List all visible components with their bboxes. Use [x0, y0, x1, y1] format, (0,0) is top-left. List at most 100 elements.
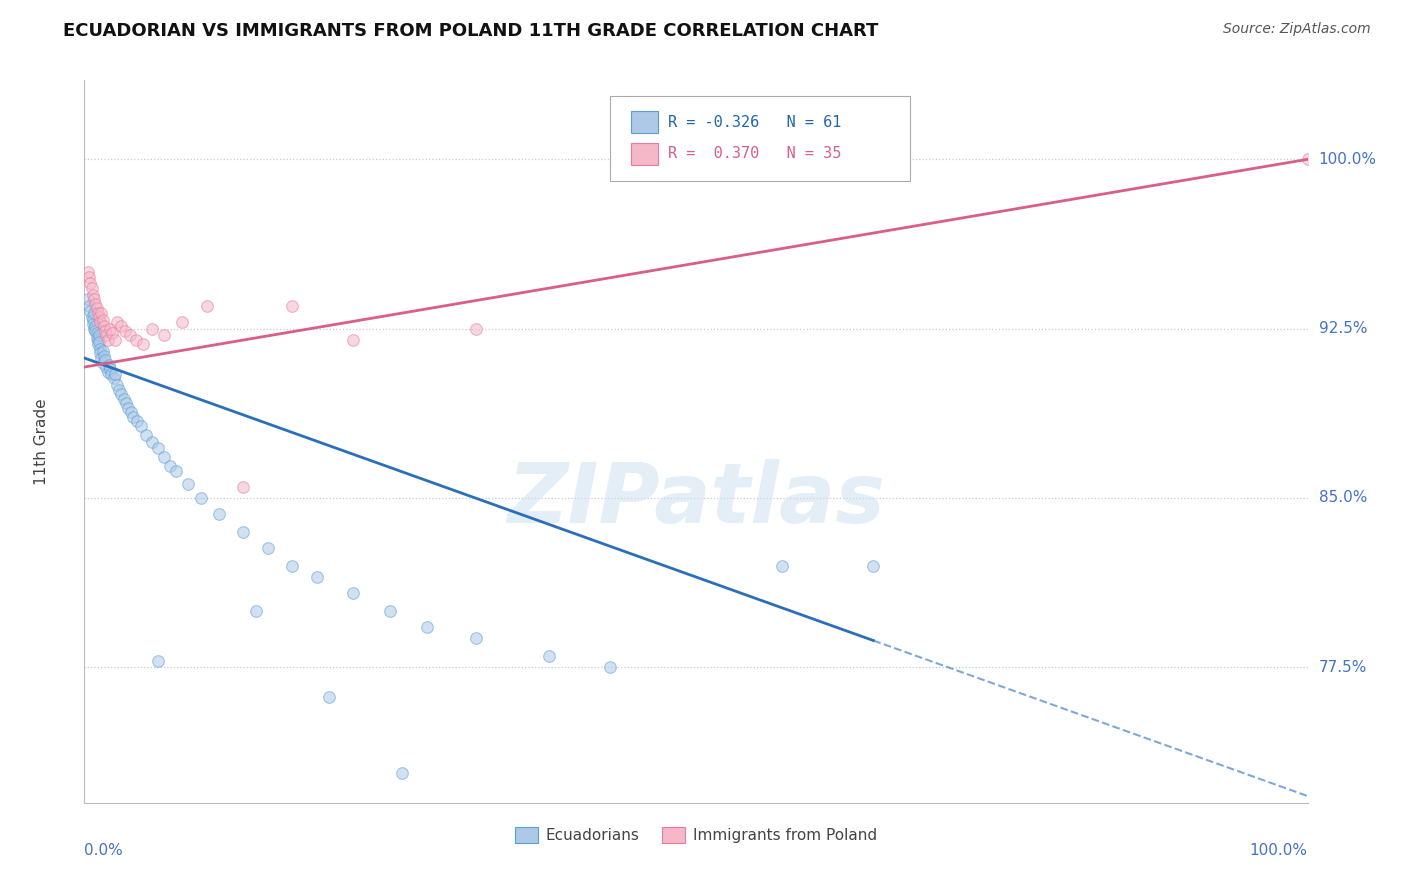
Point: [599, 660, 621, 674]
Point: [190, 491, 212, 505]
Point: [114, 324, 136, 338]
Point: [112, 392, 135, 406]
Point: [77, 293, 100, 307]
Point: [98, 362, 121, 376]
Point: [86, 301, 108, 316]
Text: 77.5%: 77.5%: [1319, 660, 1367, 675]
Point: [110, 319, 132, 334]
Text: R = -0.326   N = 61: R = -0.326 N = 61: [668, 115, 841, 129]
Point: [93, 319, 115, 334]
Point: [84, 324, 107, 338]
Point: [538, 648, 561, 663]
Point: [97, 365, 120, 379]
Point: [98, 321, 121, 335]
Point: [104, 367, 127, 381]
Point: [89, 342, 111, 356]
Point: [305, 570, 328, 584]
Point: [87, 310, 110, 325]
Point: [141, 321, 163, 335]
Point: [464, 321, 486, 335]
Point: [96, 359, 118, 374]
Text: R =  0.370   N = 35: R = 0.370 N = 35: [668, 146, 841, 161]
Text: 85.0%: 85.0%: [1319, 491, 1367, 506]
Point: [177, 477, 200, 491]
Point: [82, 312, 104, 326]
Point: [91, 344, 114, 359]
Point: [86, 326, 108, 340]
Point: [82, 317, 104, 331]
Point: [83, 293, 105, 307]
Point: [77, 269, 100, 284]
Point: [86, 331, 108, 345]
Text: 11th Grade: 11th Grade: [34, 398, 49, 485]
Point: [115, 396, 138, 410]
Point: [1296, 153, 1319, 167]
Point: [120, 405, 142, 419]
Point: [153, 450, 176, 465]
Point: [77, 265, 100, 279]
Point: [318, 690, 340, 704]
Point: [101, 326, 124, 340]
Point: [82, 287, 104, 301]
Point: [91, 355, 114, 369]
Point: [172, 315, 194, 329]
Point: [118, 328, 141, 343]
Point: [257, 541, 280, 555]
Point: [129, 418, 152, 433]
Point: [281, 299, 304, 313]
Point: [208, 507, 231, 521]
Point: [232, 524, 254, 539]
Point: [135, 427, 157, 442]
Point: [117, 401, 139, 415]
Point: [159, 459, 181, 474]
Point: [146, 654, 169, 668]
Point: [84, 297, 107, 311]
Point: [342, 333, 364, 347]
Point: [195, 299, 218, 313]
Text: 100.0%: 100.0%: [1319, 152, 1376, 167]
Point: [380, 604, 402, 618]
Point: [97, 333, 120, 347]
Point: [125, 333, 148, 347]
Point: [132, 337, 155, 351]
Text: 0.0%: 0.0%: [84, 843, 124, 857]
Point: [105, 315, 128, 329]
Point: [770, 558, 793, 573]
Point: [105, 378, 128, 392]
Point: [391, 766, 413, 780]
Point: [125, 414, 148, 428]
Point: [84, 319, 107, 334]
Point: [153, 328, 176, 343]
FancyBboxPatch shape: [631, 112, 658, 133]
Legend: Ecuadorians, Immigrants from Poland: Ecuadorians, Immigrants from Poland: [509, 822, 883, 849]
Point: [464, 631, 486, 645]
Point: [89, 315, 111, 329]
Text: ECUADORIAN VS IMMIGRANTS FROM POLAND 11TH GRADE CORRELATION CHART: ECUADORIAN VS IMMIGRANTS FROM POLAND 11T…: [63, 22, 879, 40]
Point: [90, 306, 112, 320]
Text: 100.0%: 100.0%: [1250, 843, 1308, 857]
Point: [245, 604, 267, 618]
Text: ZIPatlas: ZIPatlas: [508, 458, 884, 540]
Point: [87, 328, 110, 343]
Point: [94, 324, 117, 338]
Point: [232, 480, 254, 494]
Point: [122, 409, 145, 424]
Point: [87, 335, 110, 350]
Point: [79, 277, 101, 291]
Point: [80, 281, 103, 295]
Point: [83, 306, 105, 320]
Point: [89, 346, 111, 360]
Point: [77, 299, 100, 313]
Point: [91, 312, 114, 326]
Point: [146, 442, 169, 456]
Point: [90, 351, 112, 365]
FancyBboxPatch shape: [631, 143, 658, 165]
Point: [107, 383, 129, 397]
Point: [83, 321, 105, 335]
Point: [87, 306, 110, 320]
Point: [416, 620, 439, 634]
Point: [862, 558, 884, 573]
Point: [103, 371, 125, 385]
Text: 92.5%: 92.5%: [1319, 321, 1367, 336]
Point: [97, 358, 120, 372]
